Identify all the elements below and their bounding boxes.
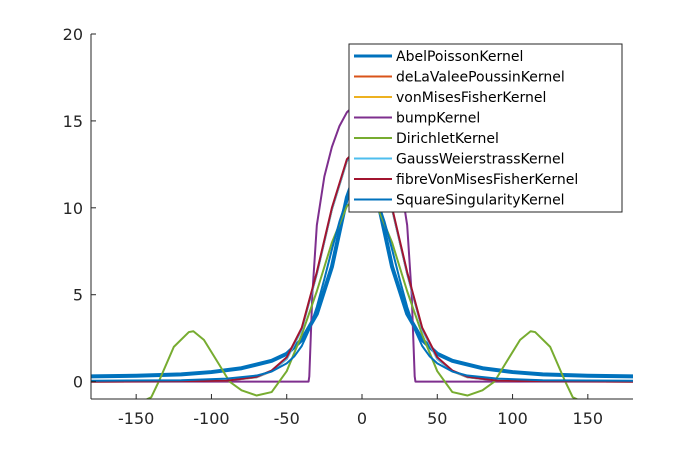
x-tick-label: -100 xyxy=(193,409,229,428)
x-tick-label: -150 xyxy=(118,409,154,428)
legend-label-bump-kernel: bumpKernel xyxy=(396,111,480,127)
legend: AbelPoissonKernel deLaValeePoussinKernel v… xyxy=(348,43,623,213)
x-tick-label: 150 xyxy=(573,409,604,428)
legend-label-gauss-weierstrass-kernel: GaussWeierstrassKernel xyxy=(396,152,564,168)
y-tick-label: 10 xyxy=(63,199,83,218)
legend-label-dirichlet-kernel: DirichletKernel xyxy=(396,131,499,147)
x-tick-label: -50 xyxy=(274,409,300,428)
x-tick-label: 100 xyxy=(497,409,528,428)
legend-label-abel-poisson-kernel: AbelPoissonKernel xyxy=(396,49,523,65)
legend-label-fibre-von-mises-fisher-kernel: fibreVonMisesFisherKernel xyxy=(396,172,578,188)
ticks-layer: -150 -100 -50 0 50 100 150 0 5 10 15 20 xyxy=(63,25,603,428)
y-tick-label: 20 xyxy=(63,25,83,44)
y-tick-label: 5 xyxy=(73,286,83,305)
legend-label-de-la-valee-poussin-kernel: deLaValeePoussinKernel xyxy=(396,70,565,86)
legend-label-von-mises-fisher-kernel: vonMisesFisherKernel xyxy=(396,90,546,106)
y-tick-label: 15 xyxy=(63,112,83,131)
x-tick-label: 0 xyxy=(357,409,367,428)
y-tick-label: 0 xyxy=(73,373,83,392)
x-tick-label: 50 xyxy=(427,409,447,428)
legend-label-square-singularity-kernel: SquareSingularityKernel xyxy=(396,193,565,209)
legend-box xyxy=(348,43,623,213)
